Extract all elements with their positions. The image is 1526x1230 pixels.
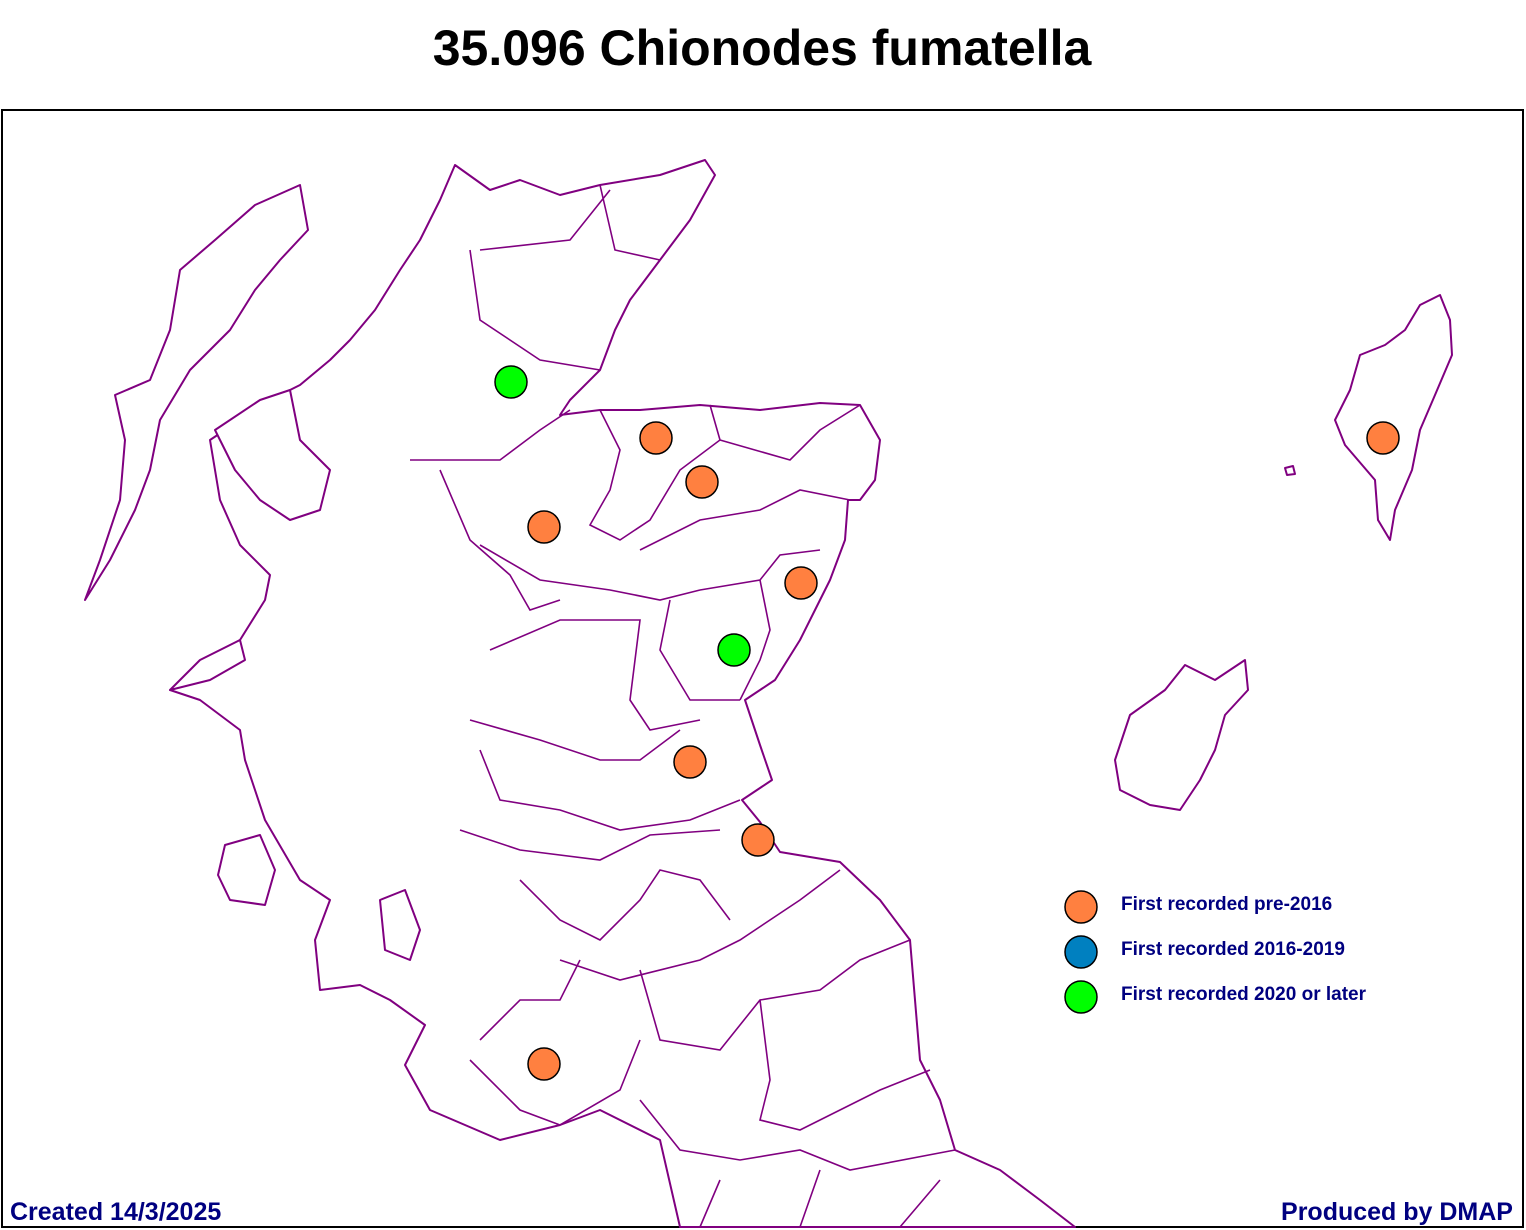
records: [494, 365, 1400, 1081]
mainland: [169, 159, 1076, 1228]
record-dot: [741, 823, 775, 857]
legend-label: First recorded 2016-2019: [1121, 939, 1345, 960]
orkney: [1114, 659, 1249, 811]
outer-hebrides: [84, 184, 309, 601]
record-dot: [639, 421, 673, 455]
islay: [217, 834, 276, 906]
skye: [214, 389, 331, 521]
record-dot: [717, 633, 751, 667]
record-dot: [673, 745, 707, 779]
map-title: 35.096 Chionodes fumatella: [433, 20, 1093, 76]
mull: [169, 639, 246, 691]
arran: [379, 889, 421, 961]
record-dot: [784, 566, 818, 600]
map-outlines: [84, 159, 1453, 1228]
record-dot: [527, 510, 561, 544]
record-dot: [1366, 421, 1400, 455]
vc-boundary: [410, 184, 956, 1228]
record-dot: [527, 1047, 561, 1081]
legend: First recorded pre-2016 First recorded 20…: [1064, 890, 1367, 1014]
legend-label: First recorded pre-2016: [1121, 894, 1332, 915]
fair-isle: [1284, 465, 1296, 476]
record-dot: [685, 465, 719, 499]
shetland: [1334, 294, 1453, 541]
record-dot: [494, 365, 528, 399]
legend-swatch: [1064, 890, 1098, 924]
legend-swatch: [1064, 935, 1098, 969]
legend-label: First recorded 2020 or later: [1121, 984, 1367, 1005]
producer-note: Produced by DMAP: [1281, 1198, 1513, 1226]
legend-swatch: [1064, 980, 1098, 1014]
created-note: Created 14/3/2025: [10, 1198, 221, 1226]
